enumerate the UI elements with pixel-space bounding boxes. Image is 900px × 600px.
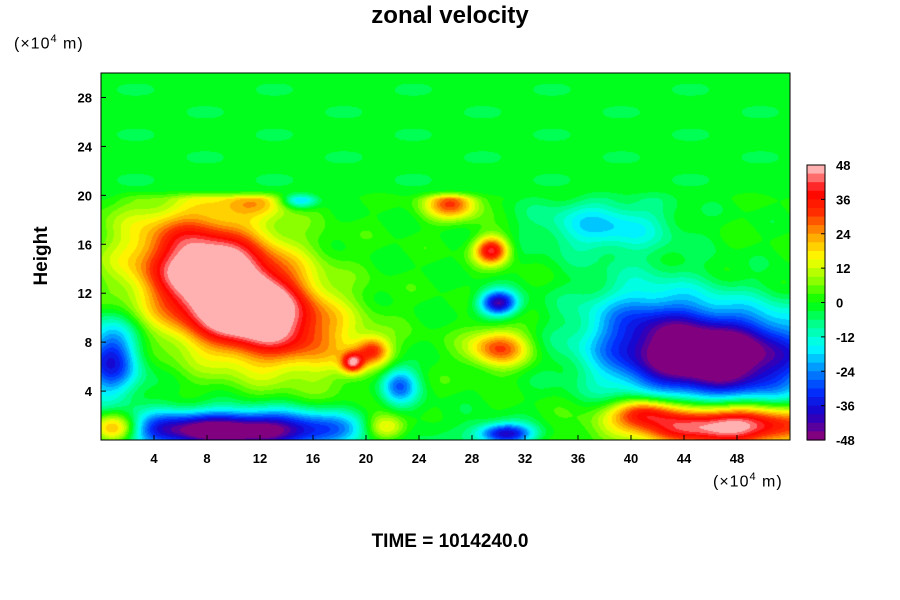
colorbar-band [807, 173, 825, 183]
x-tick-label: 24 [412, 451, 427, 466]
x-tick-label: 8 [203, 451, 210, 466]
y-tick-label: 16 [78, 237, 92, 252]
colorbar-band [807, 431, 825, 441]
colorbar-band [807, 422, 825, 433]
colorbar-band [807, 259, 825, 269]
colorbar-tick-label: 36 [836, 192, 850, 207]
y-tick-label: 8 [85, 335, 92, 350]
time-label: TIME = 1014240.0 [371, 531, 529, 552]
y-axis-ticks: 4 8 12 16 20 24 28 [78, 90, 106, 399]
colorbar-band [807, 182, 825, 192]
colorbar-band [807, 311, 825, 321]
x-unit-prefix: (×10 [713, 473, 750, 491]
colorbar-band [807, 328, 825, 338]
colorbar-band [807, 371, 825, 381]
y-tick-label: 20 [78, 188, 92, 203]
x-axis-ticks: 4 8 12 16 20 24 28 32 36 40 44 48 [150, 435, 744, 466]
y-axis-unit: (×104 m) [14, 33, 84, 53]
colorbar-tick-label: 12 [836, 261, 850, 276]
colorbar-band [807, 336, 825, 347]
x-tick-label: 20 [359, 451, 373, 466]
x-tick-label: 40 [624, 451, 638, 466]
x-unit-exponent: 4 [749, 471, 757, 483]
plot-frame [100, 72, 791, 441]
colorbar-band [807, 345, 825, 355]
y-tick-label: 28 [78, 90, 92, 105]
colorbar-tick-label: -12 [836, 330, 855, 345]
colorbar-band [807, 233, 825, 243]
x-tick-label: 12 [253, 451, 267, 466]
x-axis-unit: (×104 m) [713, 471, 783, 491]
colorbar-band [807, 216, 825, 226]
x-tick-label: 32 [518, 451, 532, 466]
y-unit-prefix: (×10 [14, 35, 51, 53]
colorbar-band [807, 207, 825, 218]
colorbar-band [807, 242, 825, 252]
x-tick-label: 4 [150, 451, 158, 466]
x-tick-label: 48 [730, 451, 744, 466]
colorbar-band [807, 190, 825, 200]
colorbar-tick-label: 48 [836, 158, 850, 173]
heatmap-field [101, 73, 790, 440]
y-tick-label: 12 [78, 286, 92, 301]
colorbar-tick-label: -24 [836, 364, 856, 379]
colorbar-band [807, 225, 825, 235]
x-unit-suffix: m) [756, 473, 783, 491]
x-tick-label: 28 [465, 451, 479, 466]
colorbar-band [807, 285, 825, 295]
x-tick-label: 36 [571, 451, 585, 466]
colorbar-band [807, 276, 825, 286]
colorbar-band [807, 354, 825, 364]
y-tick-label: 24 [78, 139, 93, 154]
colorbar-band [807, 379, 825, 390]
colorbar-tick-label: 0 [836, 296, 843, 311]
colorbar-band [807, 319, 825, 329]
colorbar-tick-label: -36 [836, 399, 855, 414]
colorbar-band [807, 268, 825, 278]
x-tick-label: 44 [677, 451, 692, 466]
y-tick-label: 4 [85, 384, 93, 399]
colorbar-band [807, 250, 825, 261]
chart-title: zonal velocity [371, 2, 529, 29]
colorbar-band [807, 388, 825, 398]
colorbar-band [807, 293, 825, 304]
y-unit-exponent: 4 [50, 33, 58, 45]
colorbar-band [807, 397, 825, 407]
y-unit-suffix: m) [57, 35, 84, 53]
colorbar-tick-label: 24 [836, 227, 851, 242]
colorbar-tick-label: -48 [836, 433, 855, 448]
colorbar-band [807, 199, 825, 209]
colorbar-band [807, 405, 825, 415]
x-tick-label: 16 [306, 451, 320, 466]
colorbar-band [807, 414, 825, 424]
colorbar-band [807, 165, 825, 175]
colorbar-band [807, 302, 825, 312]
colorbar: 48 36 24 12 0 -12 -24 -36 -48 [806, 158, 856, 448]
colorbar-band [807, 362, 825, 372]
